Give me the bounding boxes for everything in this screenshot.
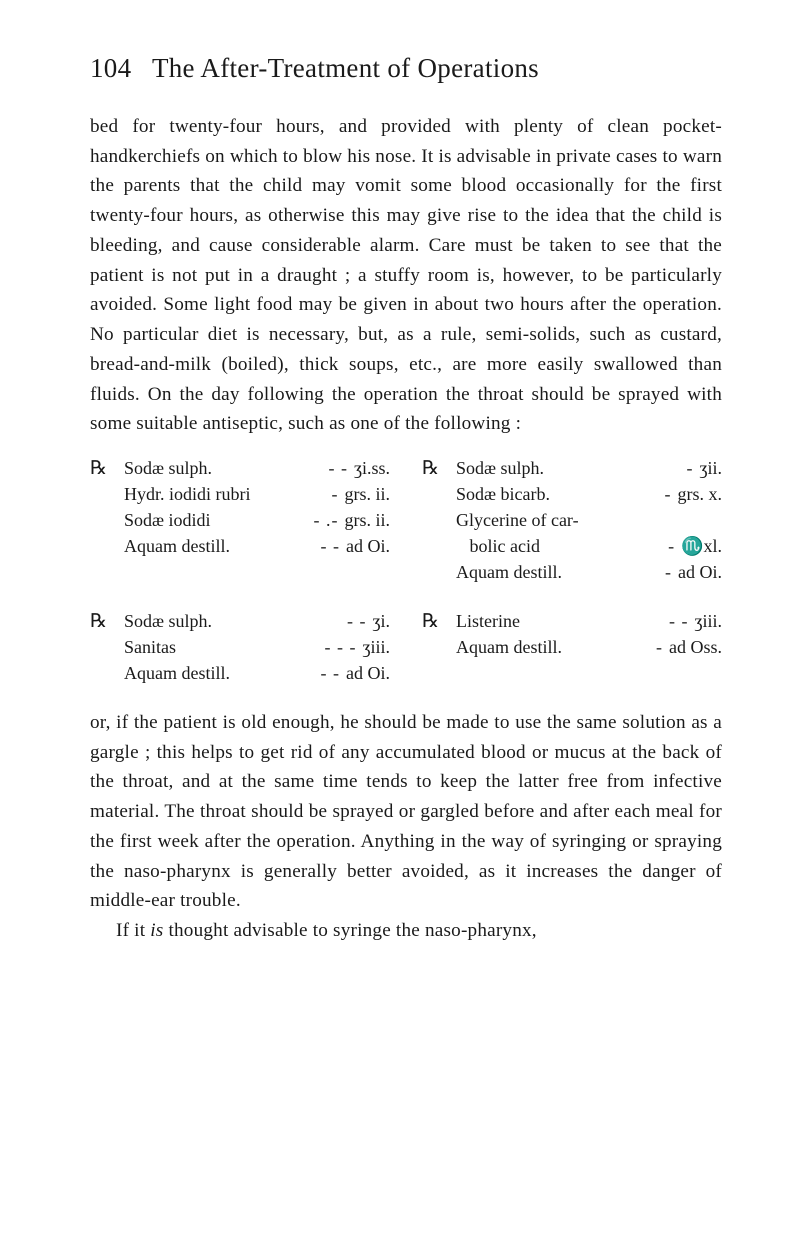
- rx-sep: -: [661, 559, 678, 585]
- rx-sep: -: [683, 455, 700, 481]
- rx-name: Sodæ sulph.: [124, 608, 343, 634]
- rx-line: Aquam destill. - ad Oss.: [456, 634, 722, 660]
- paragraph-1: bed for twenty-four hours, and provided …: [90, 112, 722, 439]
- rx-sep: -: [327, 481, 344, 507]
- prescription-row-2: ℞ Sodæ sulph. - - ʒi. Sanitas - - - ʒiii…: [90, 608, 722, 686]
- page-title-text: The After-Treatment of Operations: [152, 53, 539, 83]
- rx-amount: ad Oi.: [346, 533, 390, 559]
- rx-name: bolic acid: [456, 533, 664, 559]
- rx-name: Sodæ sulph.: [124, 455, 325, 481]
- rx-sep: - -: [343, 608, 373, 634]
- rx-icon: ℞: [90, 608, 114, 686]
- rx-icon: ℞: [90, 455, 114, 585]
- rx-amount: ʒiii.: [695, 608, 723, 634]
- prescription-group-2: ℞ Sodæ sulph. - - ʒi. Sanitas - - - ʒiii…: [90, 608, 722, 686]
- rx-amount: ʒii.: [700, 455, 723, 481]
- rx-amount: ʒi.ss.: [354, 455, 390, 481]
- rx-amount: grs. ii.: [344, 481, 390, 507]
- rx-name: Hydr. iodidi rubri: [124, 481, 327, 507]
- prescription-body: Sodæ sulph. - ʒii. Sodæ bicarb. - grs. x…: [456, 455, 722, 585]
- rx-line: Aquam destill. - - ad Oi.: [124, 533, 390, 559]
- rx-name: Glycerine of car-: [456, 507, 712, 533]
- rx-line: bolic acid - ♏xl.: [456, 533, 722, 559]
- rx-name: Aquam destill.: [456, 559, 661, 585]
- rx-line: Aquam destill. - ad Oi.: [456, 559, 722, 585]
- rx-line: Listerine - - ʒiii.: [456, 608, 722, 634]
- rx-amount: ad Oi.: [346, 660, 390, 686]
- paragraph-2a: or, if the patient is old enough, he sho…: [90, 708, 722, 916]
- rx-sep: - -: [665, 608, 695, 634]
- rx-name: Aquam destill.: [456, 634, 652, 660]
- rx-line: Aquam destill. - - ad Oi.: [124, 660, 390, 686]
- rx-sep: -: [661, 481, 678, 507]
- rx-name: Sodæ iodidi: [124, 507, 309, 533]
- rx-name: Sodæ sulph.: [456, 455, 683, 481]
- rx-line: Sanitas - - - ʒiii.: [124, 634, 390, 660]
- rx-amount: ad Oss.: [669, 634, 722, 660]
- rx-line: Sodæ bicarb. - grs. x.: [456, 481, 722, 507]
- rx-sep: - -: [317, 660, 347, 686]
- prescription-block: ℞ Sodæ sulph. - ʒii. Sodæ bicarb. - grs.…: [422, 455, 722, 585]
- text-run: If it: [116, 920, 150, 941]
- rx-line: Sodæ iodidi - .- grs. ii.: [124, 507, 390, 533]
- rx-amount: ʒi.: [373, 608, 391, 634]
- rx-sep: - -: [317, 533, 347, 559]
- prescription-group-1: ℞ Sodæ sulph. - - ʒi.ss. Hydr. iodidi ru…: [90, 455, 722, 585]
- prescription-body: Sodæ sulph. - - ʒi. Sanitas - - - ʒiii. …: [124, 608, 390, 686]
- rx-sep: - .-: [309, 507, 344, 533]
- rx-name: Sodæ bicarb.: [456, 481, 661, 507]
- rx-sep: -: [664, 533, 681, 559]
- rx-line: Sodæ sulph. - - ʒi.ss.: [124, 455, 390, 481]
- rx-icon: ℞: [422, 608, 446, 686]
- page-title: 104 The After-Treatment of Operations: [90, 48, 722, 90]
- rx-amount: ʒiii.: [363, 634, 391, 660]
- prescription-body: Sodæ sulph. - - ʒi.ss. Hydr. iodidi rubr…: [124, 455, 390, 585]
- paragraph-2b: If it is thought advisable to syringe th…: [90, 916, 722, 946]
- prescription-block: ℞ Sodæ sulph. - - ʒi.ss. Hydr. iodidi ru…: [90, 455, 390, 585]
- rx-icon: ℞: [422, 455, 446, 585]
- rx-amount: ad Oi.: [678, 559, 722, 585]
- rx-line: Glycerine of car-: [456, 507, 722, 533]
- text-run: thought advisable to syringe the naso-ph…: [163, 920, 536, 941]
- rx-name: Aquam destill.: [124, 533, 317, 559]
- rx-sep: - - -: [321, 634, 363, 660]
- rx-name: Listerine: [456, 608, 665, 634]
- rx-name: Aquam destill.: [124, 660, 317, 686]
- rx-amount: grs. ii.: [344, 507, 390, 533]
- rx-line: Sodæ sulph. - ʒii.: [456, 455, 722, 481]
- rx-sep: -: [652, 634, 669, 660]
- rx-amount: ♏xl.: [681, 533, 722, 559]
- rx-line: Sodæ sulph. - - ʒi.: [124, 608, 390, 634]
- prescription-block: ℞ Listerine - - ʒiii. Aquam destill. - a…: [422, 608, 722, 686]
- page-number: 104: [90, 53, 131, 83]
- prescription-row-1: ℞ Sodæ sulph. - - ʒi.ss. Hydr. iodidi ru…: [90, 455, 722, 585]
- rx-name: Sanitas: [124, 634, 321, 660]
- italic-text: is: [150, 920, 163, 941]
- rx-sep: - -: [325, 455, 355, 481]
- rx-line: Hydr. iodidi rubri - grs. ii.: [124, 481, 390, 507]
- rx-amount: grs. x.: [678, 481, 723, 507]
- prescription-body: Listerine - - ʒiii. Aquam destill. - ad …: [456, 608, 722, 686]
- prescription-block: ℞ Sodæ sulph. - - ʒi. Sanitas - - - ʒiii…: [90, 608, 390, 686]
